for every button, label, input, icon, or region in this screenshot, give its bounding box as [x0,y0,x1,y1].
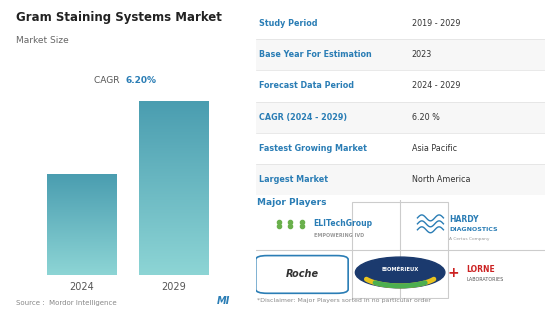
Text: EMPOWERING IVD: EMPOWERING IVD [314,233,364,238]
Text: BIOMÉRIEUX: BIOMÉRIEUX [382,267,419,272]
Text: Asia Pacific: Asia Pacific [411,144,457,153]
FancyBboxPatch shape [256,101,544,133]
Text: CAGR: CAGR [94,76,125,85]
Text: Study Period: Study Period [258,19,317,28]
Text: 2024: 2024 [69,282,94,292]
FancyBboxPatch shape [256,39,544,70]
Circle shape [355,257,445,288]
Text: +: + [448,266,459,280]
Text: Forecast Data Period: Forecast Data Period [258,82,354,90]
Text: MI: MI [217,296,230,306]
Text: Largest Market: Largest Market [258,175,328,184]
Text: Fastest Growing Market: Fastest Growing Market [258,144,366,153]
Text: 2024 - 2029: 2024 - 2029 [411,82,460,90]
Text: LORNE: LORNE [466,265,496,274]
Text: ELITechGroup: ELITechGroup [314,219,373,228]
Text: A Certus Company: A Certus Company [449,237,490,241]
Text: Gram Staining Systems Market: Gram Staining Systems Market [16,11,222,24]
Text: North America: North America [411,175,470,184]
Text: HARDY: HARDY [449,215,478,224]
Text: *Disclaimer: Major Players sorted in no particular order: *Disclaimer: Major Players sorted in no … [257,298,431,303]
Text: 2019 - 2029: 2019 - 2029 [411,19,460,28]
Text: CAGR (2024 - 2029): CAGR (2024 - 2029) [258,113,346,122]
Text: Roche: Roche [285,269,318,279]
FancyBboxPatch shape [256,164,544,195]
Text: Base Year For Estimation: Base Year For Estimation [258,50,371,59]
Text: Major Players: Major Players [257,198,326,207]
Text: 2029: 2029 [161,282,186,292]
Text: 6.20%: 6.20% [125,76,156,85]
Text: Source :  Mordor Intelligence: Source : Mordor Intelligence [16,300,117,306]
Text: 6.20 %: 6.20 % [411,113,439,122]
Text: LABORATORIES: LABORATORIES [466,277,504,282]
Text: 2023: 2023 [411,50,432,59]
Text: Market Size: Market Size [16,36,69,45]
Text: DIAGNOSTICS: DIAGNOSTICS [449,227,498,232]
